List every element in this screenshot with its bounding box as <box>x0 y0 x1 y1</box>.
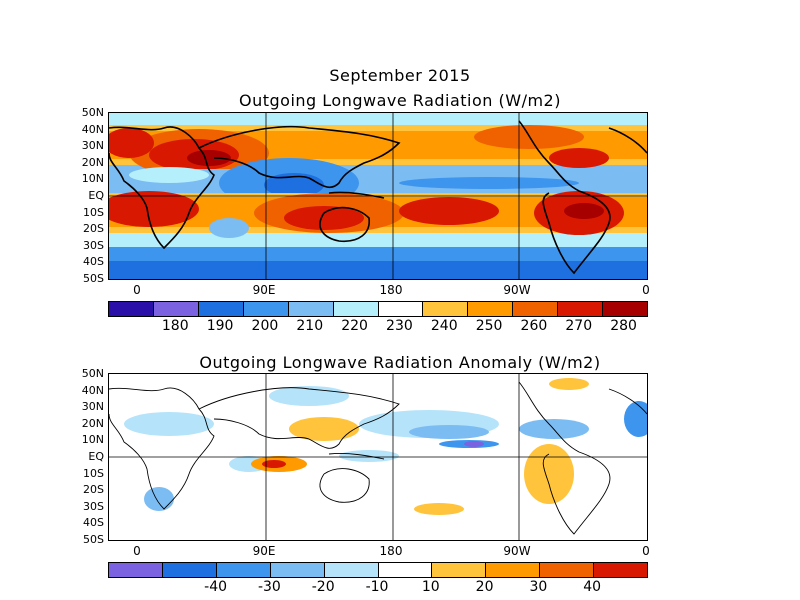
lat-tick-label: EQ <box>88 189 104 202</box>
colorbar-label: 180 <box>161 318 189 334</box>
lat-tick-label: 20S <box>83 483 104 497</box>
lat-tick-label: 10N <box>81 172 104 186</box>
colorbar-swatch <box>378 563 433 577</box>
olr-field <box>109 113 647 279</box>
colorbar-swatch <box>513 302 559 316</box>
lon-tick-label: 90E <box>252 283 276 297</box>
colorbar-swatch <box>288 302 334 316</box>
lat-tick-label: 30N <box>81 139 104 153</box>
colorbar-swatch <box>468 302 514 316</box>
lon-tick-label: 0 <box>133 283 141 297</box>
colorbar-label: -10 <box>365 579 389 595</box>
lon-tick-label: 0 <box>642 544 650 558</box>
colorbar-swatch <box>324 563 379 577</box>
colorbar-swatch <box>432 563 487 577</box>
lat-tick-label: 40S <box>83 516 104 530</box>
olr-colorbar <box>108 301 648 317</box>
anomaly-colorbar <box>108 562 648 578</box>
colorbar-label: 200 <box>251 318 279 334</box>
olr-map-title: Outgoing Longwave Radiation (W/m2) <box>239 91 561 110</box>
lat-tick-label: 50N <box>81 106 104 119</box>
lat-tick-label: 30N <box>81 400 104 414</box>
lat-tick-label: 50S <box>83 272 104 285</box>
colorbar-label: 40 <box>583 579 602 595</box>
lat-tick-label: 30S <box>83 238 104 252</box>
colorbar-label: 260 <box>520 318 548 334</box>
lat-tick-label: 10S <box>83 205 104 219</box>
colorbar-label: 280 <box>610 318 637 334</box>
anomaly-field <box>109 374 647 540</box>
lon-tick-label: 90W <box>503 544 531 558</box>
lat-tick-label: 20N <box>81 416 104 430</box>
olr-map <box>108 112 648 280</box>
lat-tick-label: 30S <box>83 499 104 513</box>
lon-tick-label: 180 <box>379 544 403 558</box>
lon-tick-label: 90W <box>503 283 531 297</box>
lat-tick-label: 20S <box>83 222 104 236</box>
main-title: September 2015 <box>329 66 471 85</box>
lat-tick-label: 20N <box>81 155 104 169</box>
lat-tick-label: 50S <box>83 533 104 546</box>
colorbar-swatch <box>243 302 289 316</box>
colorbar-swatch <box>594 563 648 577</box>
colorbar-label: 230 <box>386 318 413 334</box>
colorbar-label: -30 <box>257 579 281 595</box>
lat-tick-label: EQ <box>88 450 104 463</box>
colorbar-swatch <box>558 302 604 316</box>
colorbar-swatch <box>270 563 325 577</box>
colorbar-label: -20 <box>311 579 335 595</box>
lat-tick-label: 40S <box>83 255 104 269</box>
colorbar-label: 10 <box>421 579 440 595</box>
colorbar-swatch <box>216 563 271 577</box>
lon-tick-label: 0 <box>642 283 650 297</box>
colorbar-swatch <box>603 302 648 316</box>
colorbar-swatch <box>540 563 595 577</box>
lon-tick-label: 0 <box>133 544 141 558</box>
lon-tick-label: 90E <box>252 544 276 558</box>
colorbar-label: 30 <box>529 579 548 595</box>
colorbar-swatch <box>153 302 199 316</box>
lon-tick-label: 180 <box>379 283 403 297</box>
colorbar-label: 250 <box>475 318 503 334</box>
colorbar-swatch <box>109 563 163 577</box>
lat-tick-label: 10N <box>81 433 104 447</box>
colorbar-swatch <box>423 302 469 316</box>
lat-tick-label: 40N <box>81 383 104 397</box>
colorbar-swatch <box>378 302 424 316</box>
colorbar-swatch <box>333 302 379 316</box>
colorbar-label: 190 <box>206 318 234 334</box>
colorbar-swatch <box>486 563 541 577</box>
lat-tick-label: 10S <box>83 466 104 480</box>
colorbar-label: 210 <box>296 318 324 334</box>
colorbar-label: -40 <box>204 579 228 595</box>
lat-tick-label: 40N <box>81 122 104 136</box>
colorbar-swatch <box>162 563 217 577</box>
lat-tick-label: 50N <box>81 367 104 380</box>
colorbar-label: 220 <box>341 318 368 334</box>
colorbar-label: 270 <box>565 318 593 334</box>
colorbar-swatch <box>198 302 244 316</box>
colorbar-label: 20 <box>475 579 494 595</box>
colorbar-label: 240 <box>430 318 458 334</box>
olr-anomaly-map <box>108 373 648 541</box>
olr-anomaly-map-title: Outgoing Longwave Radiation Anomaly (W/m… <box>199 353 601 372</box>
colorbar-swatch <box>109 302 154 316</box>
